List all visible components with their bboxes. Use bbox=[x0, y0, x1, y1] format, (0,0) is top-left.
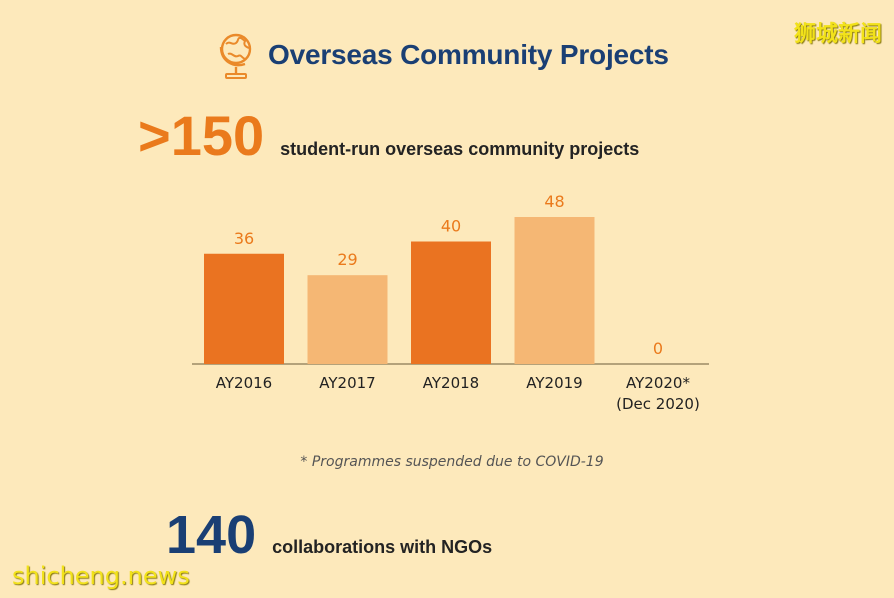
page-title: Overseas Community Projects bbox=[268, 39, 669, 70]
x-tick-label-2: AY2018 bbox=[423, 374, 479, 392]
projects-stat: >150 student-run overseas community proj… bbox=[138, 108, 639, 164]
data-label-4: 0 bbox=[653, 339, 663, 358]
page-header: Overseas Community Projects bbox=[218, 30, 669, 80]
bar-2 bbox=[411, 241, 491, 364]
watermark-logo-top: 狮城新闻 bbox=[793, 22, 882, 47]
globe-icon bbox=[218, 30, 254, 80]
bar-chart: 36 AY2016 29 AY2017 40 AY2018 48 AY2019 0 AY2020*… bbox=[192, 192, 709, 413]
x-tick-label-4-line-1: (Dec 2020) bbox=[616, 395, 700, 413]
data-label-1: 29 bbox=[337, 250, 357, 269]
ngo-stat: 140 collaborations with NGOs bbox=[166, 508, 492, 562]
ngo-label: collaborations with NGOs bbox=[272, 537, 493, 557]
projects-count: >150 bbox=[138, 104, 265, 167]
x-tick-label-3: AY2019 bbox=[526, 374, 582, 392]
x-tick-label-1: AY2017 bbox=[319, 374, 375, 392]
data-label-3: 48 bbox=[544, 192, 564, 211]
bar-0 bbox=[204, 253, 284, 364]
bar-3 bbox=[514, 217, 595, 364]
footnote: * Programmes suspended due to COVID-19 bbox=[300, 454, 604, 470]
x-tick-label-4-line-0: AY2020* bbox=[626, 374, 690, 392]
projects-label: student-run overseas community projects bbox=[280, 139, 640, 159]
watermark-logo-bottom: shicheng.news bbox=[12, 562, 190, 590]
bar-1 bbox=[307, 275, 388, 364]
data-label-0: 36 bbox=[234, 229, 254, 248]
data-label-2: 40 bbox=[441, 217, 461, 236]
x-tick-label-0: AY2016 bbox=[216, 374, 272, 392]
ngo-count: 140 bbox=[166, 505, 257, 565]
